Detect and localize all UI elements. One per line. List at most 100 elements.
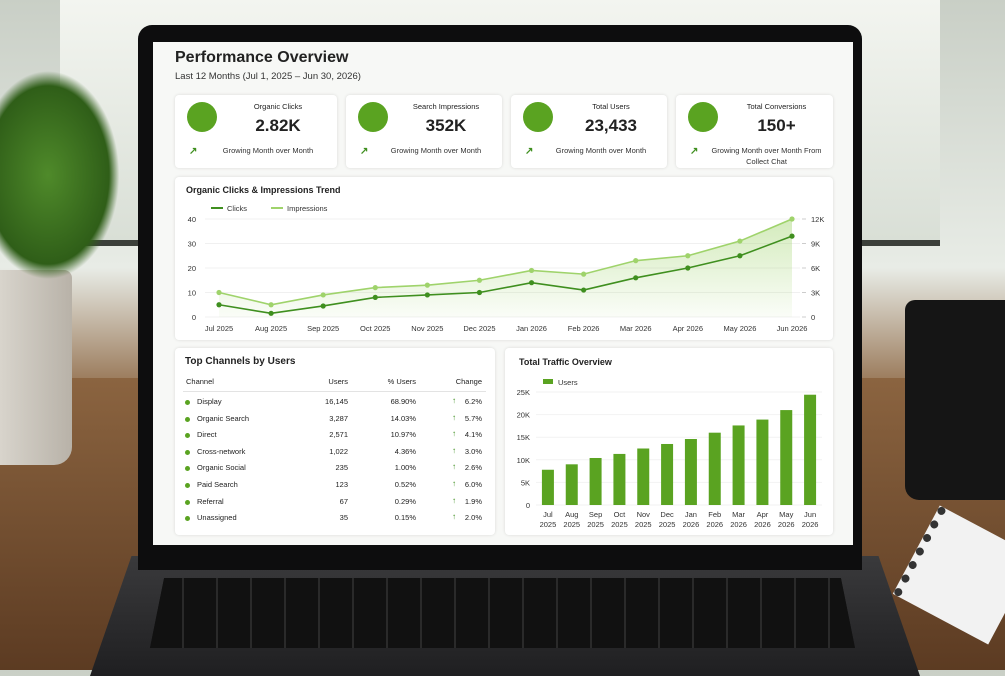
bar bbox=[589, 457, 602, 505]
point bbox=[685, 265, 691, 271]
change-arrow: ↑ bbox=[452, 412, 456, 422]
bar bbox=[804, 394, 817, 505]
x-tick-label: Jun 2026 bbox=[801, 510, 819, 529]
point bbox=[633, 258, 639, 264]
kpi-icon bbox=[523, 102, 553, 132]
dashboard-subtitle: Last 12 Months (Jul 1, 2025 – Jun 30, 20… bbox=[175, 71, 361, 82]
table-cell: 3,287 bbox=[329, 413, 348, 423]
x-tick-label: Mar 2026 bbox=[620, 324, 652, 333]
y-tick-label: 20K bbox=[517, 411, 530, 420]
point bbox=[789, 216, 795, 222]
table-title: Top Channels by Users bbox=[185, 356, 296, 367]
table-cell: 6.2% bbox=[464, 397, 482, 406]
row-dot bbox=[185, 400, 190, 405]
point bbox=[685, 253, 691, 259]
kpi-note: Growing Month over Month From Collect Ch… bbox=[711, 146, 822, 166]
x-tick-label: Jul 2025 bbox=[539, 510, 557, 529]
y2-tick-label: 0 bbox=[811, 313, 815, 322]
y-tick-label: 10 bbox=[188, 289, 196, 298]
table-cell: 3.0% bbox=[464, 446, 482, 456]
table-cell: Direct bbox=[197, 430, 217, 440]
bar bbox=[565, 464, 578, 505]
row-dot bbox=[185, 499, 190, 505]
table-cell: 0.29% bbox=[394, 496, 416, 506]
x-tick-label: Sep 2025 bbox=[307, 324, 339, 333]
dashboard-title: Performance Overview bbox=[175, 49, 349, 66]
y2-tick-label: 12K bbox=[811, 215, 824, 224]
kpi-label: Search Impressions bbox=[412, 102, 480, 111]
table-cell: 0.15% bbox=[394, 513, 416, 523]
table-cell: 2,571 bbox=[329, 430, 348, 440]
table-cell: 10.97% bbox=[390, 430, 416, 440]
change-arrow: ↑ bbox=[452, 462, 456, 472]
change-arrow: ↑ bbox=[452, 479, 456, 488]
kpi-value: 352K bbox=[425, 116, 467, 135]
x-tick-label: Oct 2025 bbox=[611, 510, 628, 529]
table-cell: 1.00% bbox=[394, 463, 416, 473]
row-dot bbox=[185, 466, 190, 472]
table-cell: Display bbox=[197, 397, 222, 406]
point bbox=[528, 280, 535, 286]
kpi-label: Organic Clicks bbox=[253, 102, 303, 111]
table-cell: 1,022 bbox=[329, 446, 348, 456]
table-cell: 0.52% bbox=[394, 480, 416, 489]
table-cell: 123 bbox=[335, 480, 348, 489]
point bbox=[320, 292, 326, 298]
y-tick-label: 10K bbox=[517, 456, 530, 465]
line bbox=[218, 235, 793, 315]
x-tick-label: Sep 2025 bbox=[587, 510, 604, 529]
y-tick-label: 15K bbox=[517, 433, 530, 442]
bar bbox=[708, 432, 721, 505]
kpi-note: Growing Month over Month bbox=[390, 146, 482, 155]
y-tick-label: 25K bbox=[517, 388, 530, 397]
bar bbox=[637, 448, 650, 505]
table-cell: Unassigned bbox=[197, 513, 237, 523]
table-cell: 14.03% bbox=[390, 413, 416, 423]
point bbox=[216, 289, 222, 296]
x-tick-label: Mar 2026 bbox=[730, 510, 747, 529]
y-tick-label: 0 bbox=[526, 501, 530, 510]
table-cell: 68.90% bbox=[390, 397, 416, 406]
point bbox=[372, 285, 378, 291]
table-cell: 16,145 bbox=[325, 397, 348, 406]
y-tick-label: 0 bbox=[192, 313, 196, 322]
table-cell: 4.1% bbox=[464, 430, 482, 440]
x-tick-label: Feb 2026 bbox=[706, 510, 724, 529]
bar bbox=[684, 439, 697, 505]
y-tick-label: 40 bbox=[188, 215, 196, 224]
change-arrow: ↑ bbox=[452, 512, 456, 522]
kpi-label: Total Conversions bbox=[746, 102, 807, 111]
x-tick-label: May 2026 bbox=[723, 324, 756, 333]
table-header: % Users bbox=[387, 377, 416, 386]
table-cell: Paid Search bbox=[197, 480, 238, 489]
point bbox=[476, 289, 483, 296]
table-cell: 2.0% bbox=[464, 513, 482, 523]
x-tick-label: Aug 2025 bbox=[563, 510, 581, 529]
point bbox=[216, 302, 222, 308]
table-cell: 1.9% bbox=[464, 496, 482, 506]
table-cell: 6.0% bbox=[464, 480, 482, 489]
point bbox=[424, 292, 430, 298]
bar bbox=[661, 443, 674, 505]
channels-card bbox=[175, 348, 495, 535]
point bbox=[737, 253, 743, 259]
point bbox=[789, 233, 795, 239]
legend-swatch bbox=[543, 379, 553, 384]
mug bbox=[905, 300, 1005, 500]
table-cell: 67 bbox=[339, 496, 348, 506]
y-tick-label: 30 bbox=[188, 240, 196, 249]
row-dot bbox=[185, 449, 190, 455]
table-cell: 4.36% bbox=[394, 446, 416, 456]
change-arrow: ↑ bbox=[452, 445, 456, 455]
table-header: Change bbox=[455, 377, 482, 386]
kpi-note: Growing Month over Month bbox=[222, 146, 314, 155]
x-tick-label: Dec 2025 bbox=[463, 324, 495, 333]
row-dot bbox=[185, 416, 190, 422]
change-arrow: ↑ bbox=[452, 396, 456, 405]
kpi-icon bbox=[688, 102, 718, 132]
x-tick-label: Nov 2025 bbox=[411, 324, 443, 333]
point bbox=[372, 294, 378, 300]
table-cell: Cross-network bbox=[197, 446, 246, 456]
